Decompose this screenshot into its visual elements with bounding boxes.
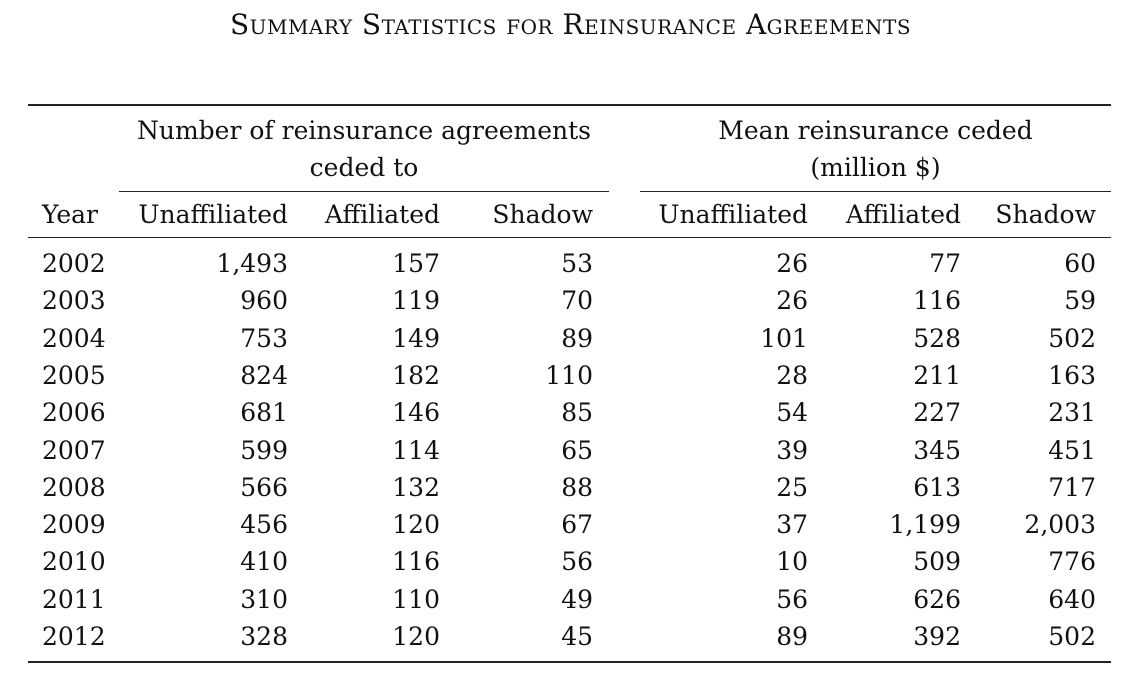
cell-affiliated-count: 110 — [392, 584, 440, 614]
cell-affiliated-count: 157 — [392, 249, 440, 278]
group-header-mean-ceded-line1: Mean reinsurance ceded — [718, 116, 1033, 145]
cell-affiliated-mean: 116 — [913, 286, 961, 316]
cell-year: 2003 — [42, 286, 106, 316]
cell-shadow-count: 67 — [561, 510, 593, 540]
cell-year: 2005 — [42, 360, 106, 390]
cell-unaffiliated-count: 310 — [240, 584, 288, 614]
bottom-rule — [28, 661, 1111, 663]
cell-unaffiliated-mean: 101 — [760, 323, 808, 353]
cell-shadow-mean: 717 — [1048, 472, 1096, 502]
cell-unaffiliated-count: 599 — [240, 435, 288, 465]
cell-unaffiliated-count: 681 — [240, 398, 288, 428]
cell-unaffiliated-mean: 26 — [776, 286, 808, 316]
cell-affiliated-count: 119 — [392, 286, 440, 316]
cell-unaffiliated-count: 960 — [240, 286, 288, 316]
cell-shadow-mean: 451 — [1048, 435, 1096, 465]
cell-shadow-count: 49 — [561, 584, 593, 614]
cell-unaffiliated-mean: 37 — [776, 510, 808, 540]
cell-unaffiliated-mean: 56 — [776, 584, 808, 614]
cell-year: 2011 — [42, 584, 106, 614]
cell-shadow-count: 65 — [561, 435, 593, 465]
cell-affiliated-mean: 1,199 — [889, 510, 961, 540]
cell-unaffiliated-mean: 28 — [776, 360, 808, 390]
cell-unaffiliated-mean: 39 — [776, 435, 808, 465]
cell-unaffiliated-count: 753 — [240, 323, 288, 353]
cell-shadow-count: 88 — [561, 472, 593, 502]
cell-unaffiliated-count: 410 — [240, 547, 288, 577]
cell-unaffiliated-count: 328 — [240, 622, 288, 651]
cell-year: 2004 — [42, 323, 106, 353]
cell-year: 2009 — [42, 510, 106, 540]
cell-unaffiliated-mean: 25 — [776, 472, 808, 502]
cell-affiliated-count: 120 — [392, 622, 440, 651]
cell-shadow-count: 45 — [561, 622, 593, 651]
cell-shadow-count: 110 — [545, 360, 593, 390]
group-header-agreements: Number of reinsurance agreements ceded t… — [119, 112, 609, 186]
cell-affiliated-count: 120 — [392, 510, 440, 540]
cell-affiliated-count: 146 — [392, 398, 440, 428]
cell-affiliated-mean: 227 — [913, 398, 961, 428]
cell-unaffiliated-count: 824 — [240, 360, 288, 390]
cell-unaffiliated-count: 1,493 — [216, 249, 288, 278]
column-header-year: Year — [42, 200, 98, 229]
cell-shadow-count: 53 — [561, 249, 593, 278]
top-rule — [28, 104, 1111, 106]
cell-year: 2006 — [42, 398, 106, 428]
cell-affiliated-mean: 211 — [913, 360, 961, 390]
cell-affiliated-mean: 626 — [913, 584, 961, 614]
cell-year: 2008 — [42, 472, 106, 502]
cell-shadow-mean: 60 — [1064, 249, 1096, 278]
cell-affiliated-mean: 77 — [929, 249, 961, 278]
table-title: Summary Statistics for Reinsurance Agree… — [229, 8, 912, 41]
group-header-mean-ceded-line2: (million $) — [810, 153, 941, 182]
cell-affiliated-count: 132 — [392, 472, 440, 502]
cell-affiliated-count: 116 — [392, 547, 440, 577]
group-header-agreements-line1: Number of reinsurance agreements — [136, 116, 592, 145]
cell-shadow-count: 70 — [561, 286, 593, 316]
cell-shadow-mean: 163 — [1048, 360, 1096, 390]
column-header-affiliated-count: Affiliated — [324, 200, 440, 229]
cell-shadow-mean: 502 — [1048, 323, 1096, 353]
cell-shadow-count: 56 — [561, 547, 593, 577]
cell-affiliated-count: 149 — [392, 323, 440, 353]
cell-affiliated-mean: 528 — [913, 323, 961, 353]
header-rule — [28, 237, 1111, 239]
cell-year: 2010 — [42, 547, 106, 577]
group-rule-agreements — [119, 191, 609, 193]
cell-shadow-mean: 502 — [1048, 622, 1096, 651]
cell-shadow-mean: 2,003 — [1024, 510, 1096, 540]
cell-year: 2007 — [42, 435, 106, 465]
cell-unaffiliated-count: 456 — [240, 510, 288, 540]
column-header-unaffiliated-count: Unaffiliated — [138, 200, 288, 229]
cell-unaffiliated-mean: 89 — [776, 622, 808, 651]
group-header-agreements-line2: ceded to — [309, 153, 419, 182]
cell-unaffiliated-mean: 10 — [776, 547, 808, 577]
cell-shadow-count: 89 — [561, 323, 593, 353]
cell-affiliated-mean: 345 — [913, 435, 961, 465]
group-rule-mean-ceded — [640, 191, 1111, 193]
column-header-unaffiliated-mean: Unaffiliated — [658, 200, 808, 229]
group-header-mean-ceded: Mean reinsurance ceded (million $) — [640, 112, 1111, 186]
cell-shadow-mean: 776 — [1048, 547, 1096, 577]
cell-shadow-mean: 59 — [1064, 286, 1096, 316]
column-header-shadow-count: Shadow — [492, 200, 593, 229]
cell-affiliated-mean: 392 — [913, 622, 961, 651]
column-header-affiliated-mean: Affiliated — [845, 200, 961, 229]
cell-year: 2002 — [42, 249, 106, 278]
cell-shadow-mean: 640 — [1048, 584, 1096, 614]
cell-unaffiliated-mean: 54 — [776, 398, 808, 428]
cell-affiliated-count: 114 — [392, 435, 440, 465]
column-header-shadow-mean: Shadow — [995, 200, 1096, 229]
cell-unaffiliated-mean: 26 — [776, 249, 808, 278]
cell-affiliated-mean: 613 — [913, 472, 961, 502]
cell-affiliated-mean: 509 — [913, 547, 961, 577]
cell-shadow-mean: 231 — [1048, 398, 1096, 428]
cell-year: 2012 — [42, 622, 106, 651]
cell-shadow-count: 85 — [561, 398, 593, 428]
cell-unaffiliated-count: 566 — [240, 472, 288, 502]
cell-affiliated-count: 182 — [392, 360, 440, 390]
